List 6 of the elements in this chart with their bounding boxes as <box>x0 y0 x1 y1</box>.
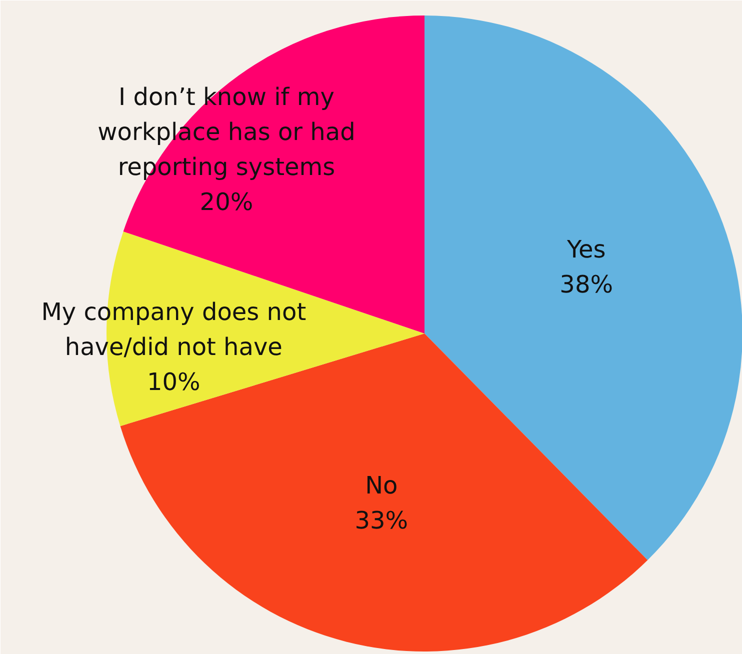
slice-label: No <box>365 472 398 500</box>
slice-label: Yes <box>566 236 606 264</box>
data-label: 38% <box>560 270 614 299</box>
data-label: 10% <box>146 368 200 396</box>
data-label: 20% <box>200 188 254 216</box>
data-label: 33% <box>354 506 408 535</box>
